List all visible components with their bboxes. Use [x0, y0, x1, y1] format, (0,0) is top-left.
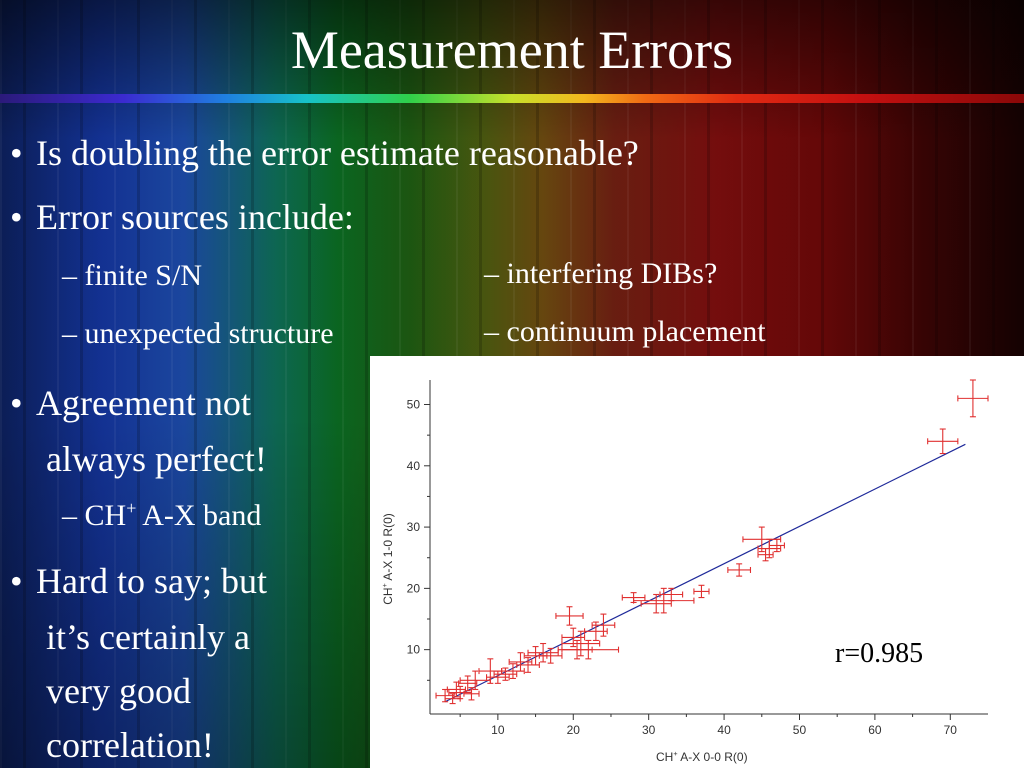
data-point — [527, 642, 559, 663]
data-point — [555, 606, 584, 626]
data-point — [693, 584, 710, 599]
sub-unexpected-structure: – unexpected structure — [62, 317, 334, 350]
x-axis-label-sup: + — [673, 749, 678, 758]
x-axis-label: CH+ A-X 0-0 R(0) — [656, 750, 748, 764]
bullet-dot: • — [10, 383, 23, 423]
scatter-plot-svg: 10 20 30 40 50 60 70 10 20 30 40 50 — [407, 379, 989, 737]
data-point — [463, 687, 480, 701]
correlation-annotation: r=0.985 — [835, 638, 924, 669]
data-point — [727, 563, 752, 577]
rainbow-divider — [0, 94, 1024, 103]
sub-interfering-dibs: – interfering DIBs? — [484, 257, 718, 290]
data-point — [561, 627, 586, 648]
y-tick-label: 30 — [407, 520, 421, 534]
data-point — [446, 681, 466, 698]
data-point — [927, 428, 959, 455]
fit-line — [444, 443, 966, 703]
scatter-chart: 10 20 30 40 50 60 70 10 20 30 40 50 r=0.985 CH+ A-X… — [370, 356, 1024, 768]
data-point — [508, 652, 533, 672]
x-tick-label: 40 — [717, 723, 731, 737]
y-axis-label-prefix: CH — [381, 587, 395, 605]
data-point — [501, 663, 525, 680]
data-point — [640, 593, 672, 614]
bullet-dot: • — [10, 133, 23, 173]
data-point — [957, 379, 989, 418]
y-tick-label: 40 — [407, 459, 421, 473]
y-tick-label: 10 — [407, 643, 421, 657]
x-tick-label: 50 — [793, 723, 807, 737]
data-point — [757, 547, 774, 562]
sub-ch-suffix: A-X band — [136, 499, 262, 532]
data-point — [561, 630, 601, 657]
y-axis-label-suffix: A-X 1-0 R(0) — [381, 513, 395, 584]
bullet-hard-line4: correlation! — [46, 725, 214, 765]
sub-ch-prefix: – CH — [62, 499, 127, 532]
bullet-error-sources: • Error sources include: — [10, 196, 354, 238]
sub-continuum-placement: – continuum placement — [484, 315, 766, 348]
bullet-hard-line2: it’s certainly a — [46, 617, 250, 657]
bullet-error-sources-text: Error sources include: — [36, 197, 354, 237]
data-point — [538, 647, 563, 664]
sub-finite-sn: – finite S/N — [62, 259, 202, 292]
x-axis-label-suffix: A-X 0-0 R(0) — [677, 750, 748, 764]
data-point — [458, 675, 478, 692]
data-point — [493, 667, 518, 681]
data-point — [633, 587, 695, 614]
data-point — [448, 685, 473, 700]
bullet-hard-line3: very good — [46, 671, 191, 711]
y-tick-label: 50 — [407, 398, 421, 412]
x-tick-label: 10 — [491, 723, 505, 737]
bullet-doubling: • Is doubling the error estimate reasonab… — [10, 132, 639, 174]
bullet-hard-line1: Hard to say; but — [36, 561, 267, 601]
sub-ch-sup: + — [126, 498, 137, 518]
data-point — [459, 670, 491, 691]
x-tick-label: 70 — [944, 723, 958, 737]
y-tick-label: 20 — [407, 581, 421, 595]
bullet-agreement-line2: always perfect! — [46, 439, 267, 479]
y-axis-label-sup: + — [380, 583, 389, 588]
x-tick-label: 30 — [642, 723, 656, 737]
bullet-agreement: • Agreement not — [10, 382, 251, 424]
data-point — [591, 613, 616, 637]
x-tick-label: 60 — [868, 723, 882, 737]
data-point — [557, 639, 620, 660]
bullet-hard-to-say: • Hard to say; but — [10, 560, 267, 602]
slide-title: Measurement Errors — [290, 20, 734, 80]
bullet-doubling-text: Is doubling the error estimate reasonabl… — [36, 133, 639, 173]
data-point — [768, 538, 785, 553]
sub-ch-band: – CH+ A-X band — [62, 498, 261, 534]
bullet-dot: • — [10, 197, 23, 237]
data-point — [659, 587, 684, 602]
bullet-dot: • — [10, 561, 23, 601]
x-axis-label-prefix: CH — [656, 750, 674, 764]
y-axis-label: CH+ A-X 1-0 R(0) — [380, 489, 395, 629]
x-tick-label: 20 — [567, 723, 581, 737]
bullet-agreement-line1: Agreement not — [36, 383, 251, 423]
